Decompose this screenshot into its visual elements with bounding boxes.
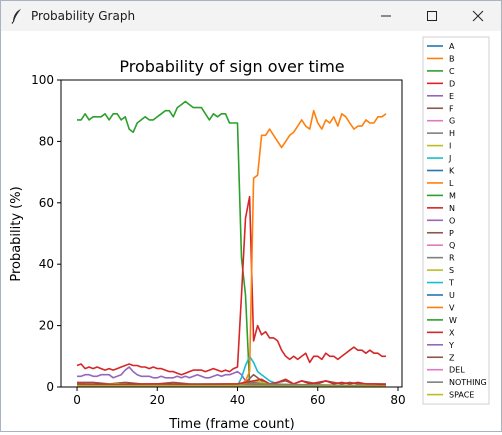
y-tick-label: 40 — [39, 257, 54, 271]
series-line-d — [77, 197, 386, 375]
legend-label-del: DEL — [449, 366, 465, 375]
legend-label-u: U — [449, 291, 455, 300]
legend-label-t: T — [448, 279, 454, 288]
legend-label-e: E — [449, 92, 454, 101]
plot-lines — [77, 102, 386, 387]
legend-label-x: X — [449, 328, 455, 337]
plot-canvas: Probability of sign over time 0 20 40 60 80 0… — [1, 31, 501, 431]
x-tick-label: 60 — [310, 393, 325, 407]
y-tick-label: 20 — [39, 319, 54, 333]
maximize-icon — [426, 10, 438, 22]
legend-label-j: J — [448, 154, 451, 163]
legend-label-d: D — [449, 79, 455, 88]
title-bar[interactable]: Probability Graph — [1, 1, 501, 31]
line-chart: Probability of sign over time 0 20 40 60 80 0… — [1, 31, 501, 431]
series-line-l — [77, 111, 386, 387]
legend-label-c: C — [449, 67, 455, 76]
legend-label-y: Y — [448, 341, 454, 350]
y-tick-label: 80 — [39, 134, 54, 148]
legend-label-r: R — [449, 254, 455, 263]
legend-label-a: A — [449, 42, 455, 51]
legend-label-b: B — [449, 54, 455, 63]
minimize-icon — [380, 10, 392, 22]
legend-label-space: SPACE — [449, 391, 474, 400]
legend-label-z: Z — [449, 353, 455, 362]
legend-label-n: N — [449, 204, 455, 213]
legend-label-g: G — [449, 117, 455, 126]
maximize-button[interactable] — [409, 1, 455, 31]
series-line-c — [77, 102, 386, 387]
legend-label-nothing: NOTHING — [449, 378, 487, 387]
window-title: Probability Graph — [31, 9, 135, 23]
x-tick-label: 0 — [73, 393, 81, 407]
y-tick-label: 0 — [46, 380, 54, 394]
y-tick-label: 100 — [31, 73, 54, 87]
x-tick-label: 80 — [390, 393, 405, 407]
plot-frame — [61, 80, 402, 387]
x-tick-label: 40 — [230, 393, 245, 407]
legend-label-i: I — [449, 142, 451, 151]
legend-label-p: P — [449, 229, 454, 238]
chart-title: Probability of sign over time — [119, 57, 344, 76]
close-icon — [472, 10, 484, 22]
legend-label-s: S — [449, 266, 454, 275]
legend-label-q: Q — [449, 241, 455, 250]
x-tick-label: 20 — [150, 393, 165, 407]
legend-label-f: F — [449, 104, 454, 113]
legend-label-o: O — [449, 216, 455, 225]
legend-label-w: W — [449, 316, 457, 325]
close-button[interactable] — [455, 1, 501, 31]
minimize-button[interactable] — [363, 1, 409, 31]
legend-label-m: M — [449, 191, 456, 200]
y-axis-label: Probability (%) — [9, 186, 24, 281]
legend-label-l: L — [449, 179, 454, 188]
legend-label-h: H — [449, 129, 455, 138]
legend-label-k: K — [449, 167, 455, 176]
x-axis-label: Time (frame count) — [168, 417, 294, 431]
legend-label-v: V — [449, 303, 455, 312]
feather-icon — [10, 8, 24, 24]
y-tick-label: 60 — [39, 196, 54, 210]
